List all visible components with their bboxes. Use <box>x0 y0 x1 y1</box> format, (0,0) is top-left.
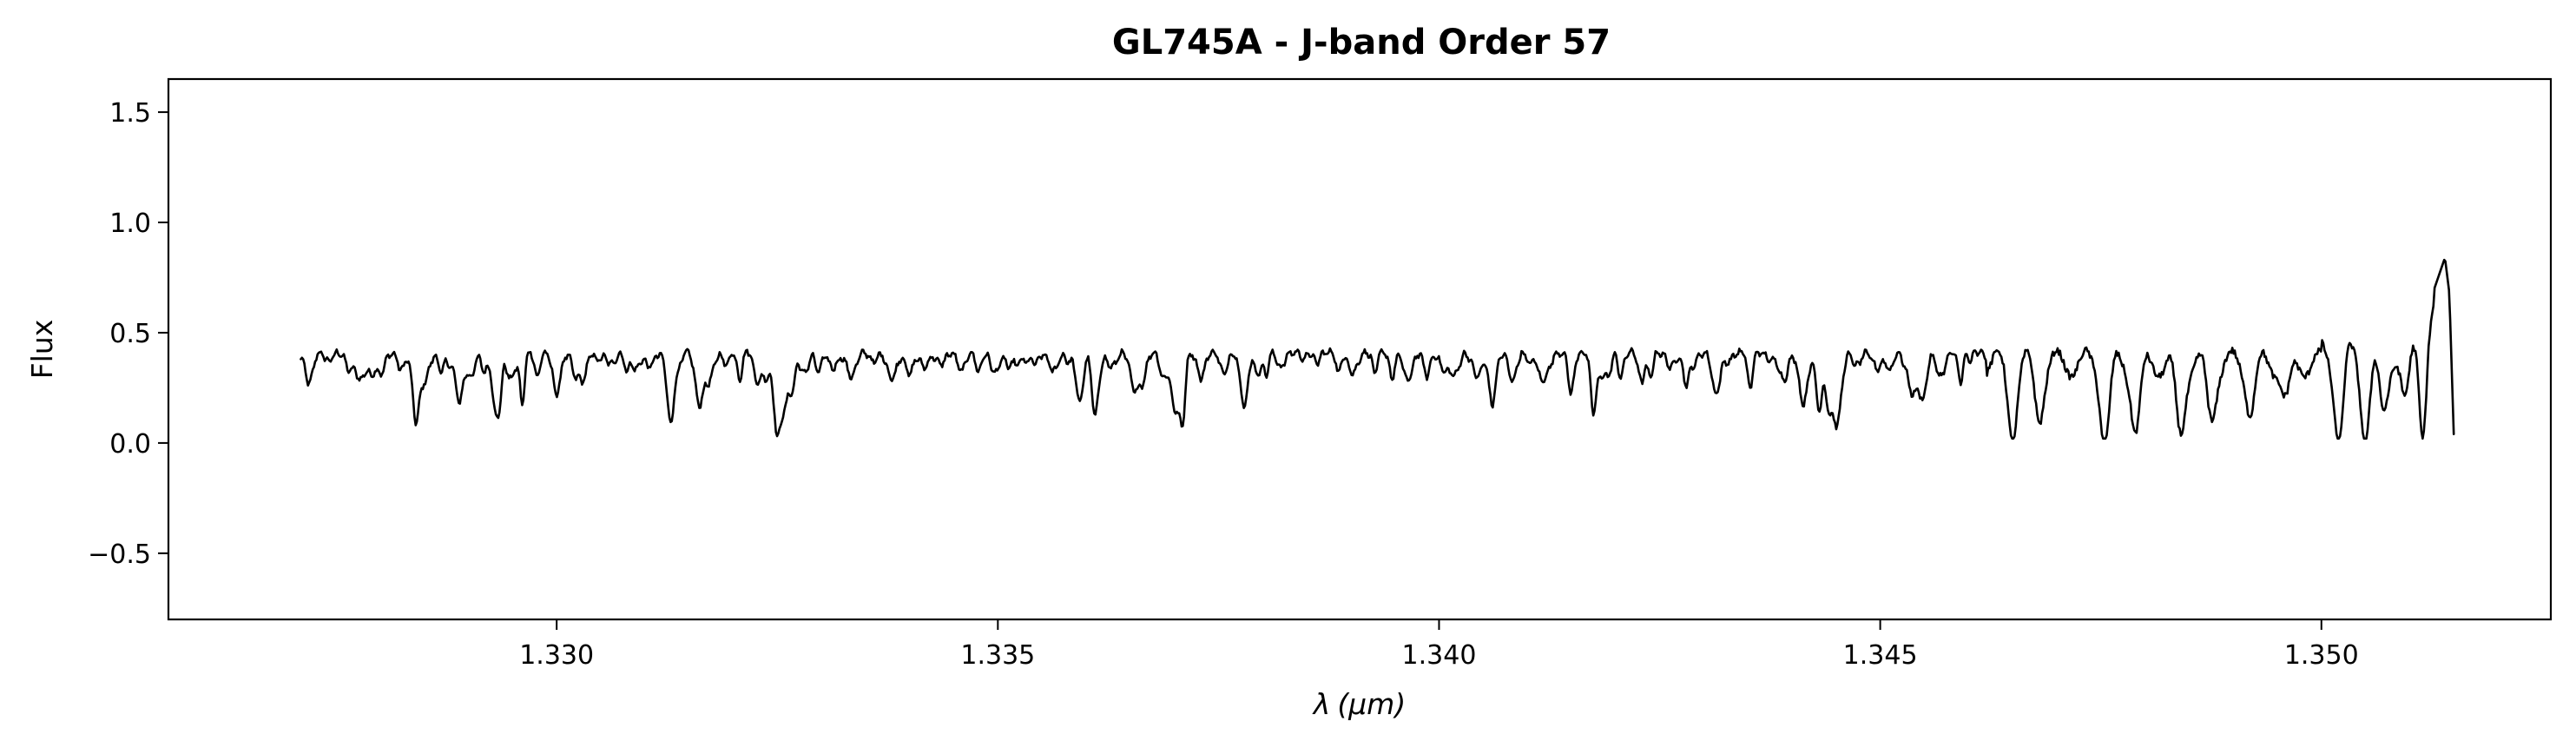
x-tick-label: 1.340 <box>1402 640 1477 671</box>
x-axis-label-unit: (μm) <box>1337 687 1406 721</box>
y-tick-label: −0.5 <box>88 539 151 570</box>
chart-title: GL745A - J-band Order 57 <box>1112 23 1611 63</box>
y-axis-ticks: −0.5 0.0 0.5 1.0 1.5 <box>88 98 168 570</box>
x-tick-label: 1.330 <box>519 640 594 671</box>
y-tick-label: 1.5 <box>109 98 151 129</box>
series-line-flux <box>300 258 2455 440</box>
y-tick-label: 0.0 <box>109 429 151 460</box>
x-axis-label-symbol: λ <box>1312 687 1331 721</box>
plot-frame <box>167 77 2553 621</box>
x-tick-label: 1.345 <box>1843 640 1918 671</box>
y-tick-label: 0.5 <box>109 319 151 349</box>
x-tick-label: 1.335 <box>960 640 1035 671</box>
x-axis-ticks: 1.330 1.335 1.340 1.345 1.350 <box>519 619 2359 671</box>
x-axis-label: λ (μm) <box>1312 687 1406 721</box>
y-axis-label: Flux <box>25 320 59 380</box>
x-tick-label: 1.350 <box>2284 640 2359 671</box>
y-tick-label: 1.0 <box>109 209 151 239</box>
